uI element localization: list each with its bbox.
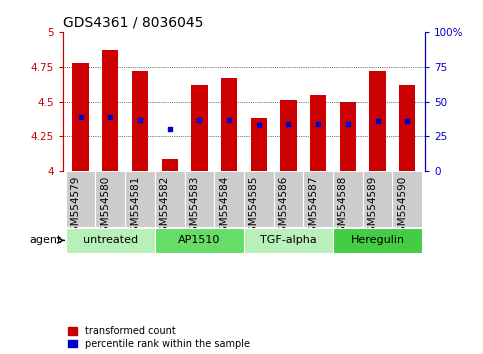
Point xyxy=(136,117,144,122)
Bar xyxy=(340,102,356,171)
Bar xyxy=(161,159,178,171)
Text: GSM554582: GSM554582 xyxy=(160,176,170,239)
FancyBboxPatch shape xyxy=(185,171,214,227)
Text: GSM554583: GSM554583 xyxy=(189,176,199,239)
Point xyxy=(403,118,411,124)
Text: GSM554579: GSM554579 xyxy=(71,176,81,239)
Text: GSM554590: GSM554590 xyxy=(397,176,407,239)
Text: AP1510: AP1510 xyxy=(178,235,221,245)
FancyBboxPatch shape xyxy=(333,171,363,227)
FancyBboxPatch shape xyxy=(333,228,422,253)
Point xyxy=(225,117,233,122)
Bar xyxy=(280,100,297,171)
Text: GSM554581: GSM554581 xyxy=(130,176,140,239)
Text: GSM554589: GSM554589 xyxy=(368,176,378,239)
Text: GSM554586: GSM554586 xyxy=(279,176,288,239)
Text: GSM554587: GSM554587 xyxy=(308,176,318,239)
Point xyxy=(314,121,322,127)
FancyBboxPatch shape xyxy=(155,171,185,227)
FancyBboxPatch shape xyxy=(214,171,244,227)
FancyBboxPatch shape xyxy=(392,171,422,227)
Legend: transformed count, percentile rank within the sample: transformed count, percentile rank withi… xyxy=(68,326,250,349)
Point xyxy=(284,121,292,127)
FancyBboxPatch shape xyxy=(303,171,333,227)
Bar xyxy=(310,95,327,171)
FancyBboxPatch shape xyxy=(363,171,392,227)
FancyBboxPatch shape xyxy=(273,171,303,227)
Text: Heregulin: Heregulin xyxy=(351,235,405,245)
Text: untreated: untreated xyxy=(83,235,138,245)
Text: GSM554584: GSM554584 xyxy=(219,176,229,239)
Point xyxy=(166,127,173,132)
Text: agent: agent xyxy=(29,235,61,245)
FancyBboxPatch shape xyxy=(66,171,96,227)
Bar xyxy=(102,50,118,171)
Point xyxy=(106,114,114,120)
Text: GSM554580: GSM554580 xyxy=(100,176,110,239)
Point xyxy=(77,114,85,120)
Point xyxy=(374,118,382,124)
Bar xyxy=(72,63,89,171)
Point xyxy=(344,121,352,127)
Text: GSM554585: GSM554585 xyxy=(249,176,259,239)
Point xyxy=(255,122,263,128)
FancyBboxPatch shape xyxy=(155,228,244,253)
Bar xyxy=(399,85,415,171)
Bar xyxy=(369,71,386,171)
Bar xyxy=(132,71,148,171)
Text: GSM554588: GSM554588 xyxy=(338,176,348,239)
FancyBboxPatch shape xyxy=(96,171,125,227)
FancyBboxPatch shape xyxy=(244,228,333,253)
FancyBboxPatch shape xyxy=(66,228,155,253)
Text: GDS4361 / 8036045: GDS4361 / 8036045 xyxy=(63,15,203,29)
Bar xyxy=(251,118,267,171)
Point xyxy=(196,117,203,122)
Text: TGF-alpha: TGF-alpha xyxy=(260,235,317,245)
Bar xyxy=(191,85,208,171)
FancyBboxPatch shape xyxy=(125,171,155,227)
Bar xyxy=(221,78,237,171)
FancyBboxPatch shape xyxy=(244,171,273,227)
